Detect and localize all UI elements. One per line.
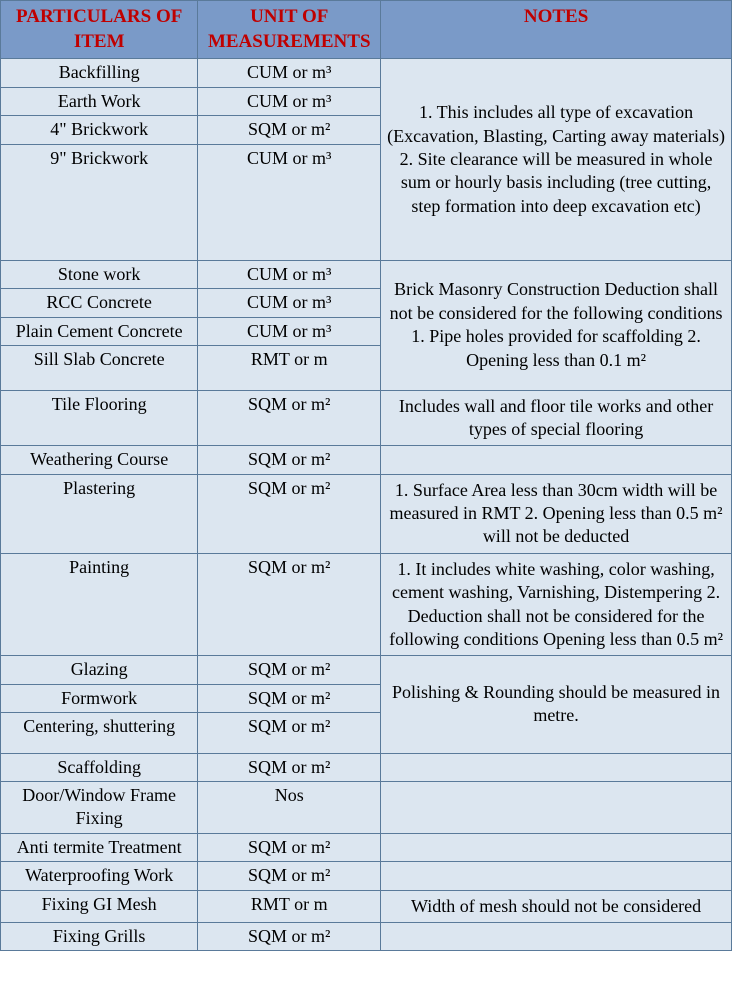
notes-cell: Width of mesh should not be considered: [381, 890, 732, 922]
table-row: Tile Flooring SQM or m² Includes wall an…: [1, 390, 732, 446]
table-row: Stone work CUM or m³ Brick Masonry Const…: [1, 260, 732, 288]
item-cell: Door/Window Frame Fixing: [1, 781, 198, 833]
table-row: Door/Window Frame Fixing Nos: [1, 781, 732, 833]
item-cell: RCC Concrete: [1, 289, 198, 317]
item-cell: Plain Cement Concrete: [1, 317, 198, 345]
unit-cell: RMT or m: [198, 346, 381, 390]
notes-cell: [381, 446, 732, 474]
unit-cell: SQM or m²: [198, 833, 381, 861]
item-cell: Formwork: [1, 684, 198, 712]
item-cell: Plastering: [1, 474, 198, 553]
unit-cell: CUM or m³: [198, 317, 381, 345]
notes-cell: Includes wall and floor tile works and o…: [381, 390, 732, 446]
table-row: Weathering Course SQM or m²: [1, 446, 732, 474]
unit-cell: SQM or m²: [198, 446, 381, 474]
table-row: Painting SQM or m² 1. It includes white …: [1, 553, 732, 656]
unit-cell: RMT or m: [198, 890, 381, 922]
item-cell: 9" Brickwork: [1, 144, 198, 260]
table-row: Scaffolding SQM or m²: [1, 753, 732, 781]
item-cell: Tile Flooring: [1, 390, 198, 446]
item-cell: Weathering Course: [1, 446, 198, 474]
table-row: Plastering SQM or m² 1. Surface Area les…: [1, 474, 732, 553]
header-particulars: PARTICULARS OFITEM: [1, 1, 198, 59]
notes-cell: [381, 753, 732, 781]
item-cell: Stone work: [1, 260, 198, 288]
unit-cell: SQM or m²: [198, 713, 381, 753]
item-cell: Anti termite Treatment: [1, 833, 198, 861]
unit-cell: CUM or m³: [198, 144, 381, 260]
item-cell: Sill Slab Concrete: [1, 346, 198, 390]
header-row: PARTICULARS OFITEM UNIT OFMEASUREMENTS N…: [1, 1, 732, 59]
notes-cell: [381, 833, 732, 861]
unit-cell: SQM or m²: [198, 684, 381, 712]
unit-cell: CUM or m³: [198, 289, 381, 317]
notes-cell: 1. Surface Area less than 30cm width wil…: [381, 474, 732, 553]
item-cell: Painting: [1, 553, 198, 656]
item-cell: Glazing: [1, 656, 198, 684]
table-row: Backfilling CUM or m³ 1. This includes a…: [1, 59, 732, 87]
item-cell: Earth Work: [1, 87, 198, 115]
unit-cell: SQM or m²: [198, 862, 381, 890]
unit-cell: CUM or m³: [198, 59, 381, 87]
unit-cell: SQM or m²: [198, 390, 381, 446]
item-cell: Centering, shuttering: [1, 713, 198, 753]
table-row: Fixing Grills SQM or m²: [1, 922, 732, 950]
unit-cell: CUM or m³: [198, 260, 381, 288]
item-cell: 4" Brickwork: [1, 116, 198, 144]
notes-cell: Brick Masonry Construction Deduction sha…: [381, 260, 732, 390]
table-row: Fixing GI Mesh RMT or m Width of mesh sh…: [1, 890, 732, 922]
table-row: Waterproofing Work SQM or m²: [1, 862, 732, 890]
measurements-table: PARTICULARS OFITEM UNIT OFMEASUREMENTS N…: [0, 0, 732, 951]
unit-cell: SQM or m²: [198, 474, 381, 553]
unit-cell: SQM or m²: [198, 922, 381, 950]
table-row: Anti termite Treatment SQM or m²: [1, 833, 732, 861]
unit-cell: SQM or m²: [198, 656, 381, 684]
notes-cell: Polishing & Rounding should be measured …: [381, 656, 732, 753]
notes-cell: [381, 862, 732, 890]
unit-cell: SQM or m²: [198, 753, 381, 781]
table-row: Glazing SQM or m² Polishing & Rounding s…: [1, 656, 732, 684]
measurements-table-container: PARTICULARS OFITEM UNIT OFMEASUREMENTS N…: [0, 0, 732, 951]
item-cell: Waterproofing Work: [1, 862, 198, 890]
unit-cell: SQM or m²: [198, 116, 381, 144]
notes-cell: [381, 922, 732, 950]
notes-cell: 1. It includes white washing, color wash…: [381, 553, 732, 656]
item-cell: Fixing Grills: [1, 922, 198, 950]
item-cell: Fixing GI Mesh: [1, 890, 198, 922]
header-notes: NOTES: [381, 1, 732, 59]
unit-cell: CUM or m³: [198, 87, 381, 115]
unit-cell: Nos: [198, 781, 381, 833]
notes-cell: [381, 781, 732, 833]
unit-cell: SQM or m²: [198, 553, 381, 656]
item-cell: Backfilling: [1, 59, 198, 87]
header-unit: UNIT OFMEASUREMENTS: [198, 1, 381, 59]
notes-cell: 1. This includes all type of excavation …: [381, 59, 732, 261]
item-cell: Scaffolding: [1, 753, 198, 781]
